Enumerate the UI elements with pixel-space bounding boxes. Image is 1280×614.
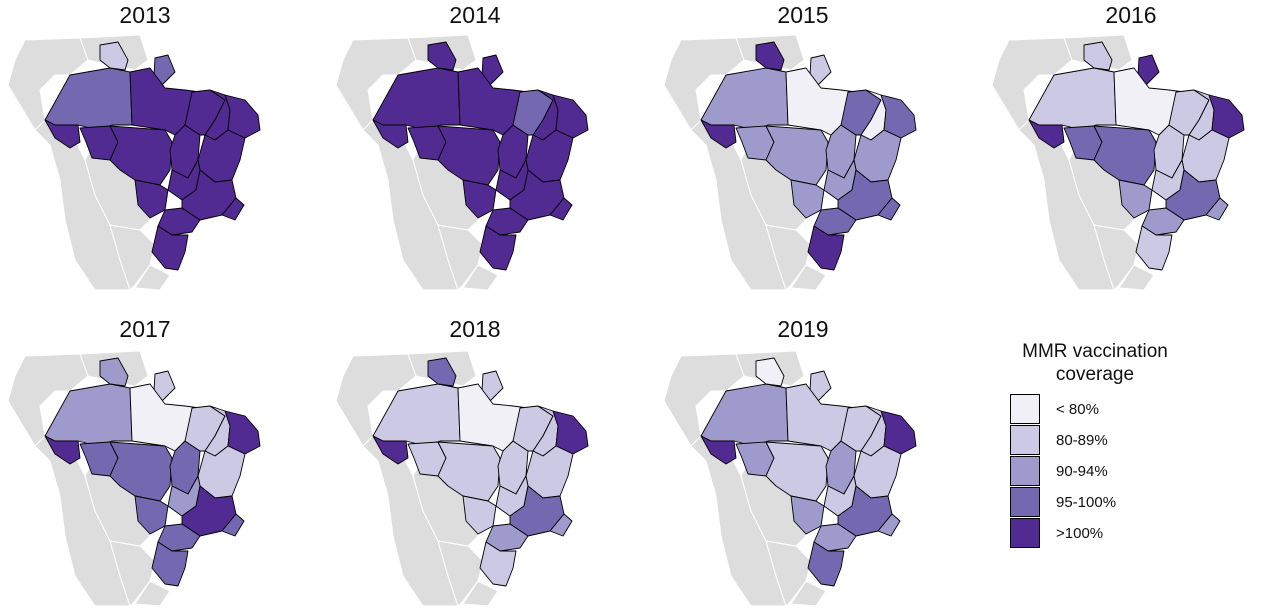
- state-region: [224, 410, 261, 455]
- neighbor-country: [437, 540, 484, 607]
- state-region: [877, 197, 901, 221]
- state-region: [1028, 119, 1065, 149]
- legend-label: >100%: [1056, 525, 1104, 542]
- neighbor-country: [134, 264, 171, 291]
- state-region: [1208, 94, 1245, 139]
- state-region: [44, 435, 81, 465]
- state-region: [479, 541, 517, 587]
- neighbor-country: [1118, 264, 1155, 291]
- state-region: [151, 225, 189, 271]
- state-region: [552, 94, 589, 139]
- neighbor-country: [765, 540, 812, 607]
- legend-label: 90-94%: [1056, 463, 1108, 480]
- state-region: [44, 383, 133, 447]
- map-title: 2013: [119, 2, 171, 28]
- state-region: [809, 370, 832, 402]
- map-title: 2016: [1105, 2, 1157, 28]
- state-region: [809, 54, 832, 86]
- state-region: [481, 370, 504, 402]
- state-region: [700, 119, 737, 149]
- state-region: [224, 94, 261, 139]
- state-region: [700, 435, 737, 465]
- neighbor-country: [790, 580, 827, 607]
- state-region: [700, 67, 789, 131]
- state-region: [549, 197, 573, 221]
- state-region: [372, 119, 409, 149]
- state-region: [372, 383, 461, 447]
- state-region: [755, 41, 785, 71]
- legend-swatch: [1010, 394, 1040, 424]
- state-region: [427, 41, 457, 71]
- state-region: [807, 541, 845, 587]
- state-region: [880, 410, 917, 455]
- state-region: [372, 435, 409, 465]
- neighbor-country: [462, 264, 499, 291]
- state-region: [552, 410, 589, 455]
- state-region: [807, 225, 845, 271]
- legend-label: < 80%: [1056, 401, 1099, 418]
- state-region: [99, 357, 129, 387]
- neighbor-country: [134, 580, 171, 607]
- brazil-map: [335, 350, 589, 607]
- state-region: [1028, 67, 1117, 131]
- state-region: [372, 67, 461, 131]
- legend-swatch: [1010, 456, 1040, 486]
- state-region: [153, 54, 176, 86]
- brazil-map: [663, 34, 917, 291]
- state-region: [153, 370, 176, 402]
- state-region: [427, 357, 457, 387]
- state-region: [1205, 197, 1229, 221]
- legend-title-line2: coverage: [1055, 364, 1135, 385]
- map-title: 2019: [777, 316, 829, 342]
- state-region: [44, 119, 81, 149]
- brazil-map: [663, 350, 917, 607]
- legend-title: MMR vaccination coverage: [990, 340, 1200, 386]
- neighbor-country: [765, 224, 812, 291]
- state-region: [479, 225, 517, 271]
- state-region: [481, 54, 504, 86]
- map-title: 2015: [777, 2, 829, 28]
- state-region: [700, 383, 789, 447]
- state-region: [1135, 225, 1173, 271]
- state-region: [151, 541, 189, 587]
- legend-label: 95-100%: [1056, 494, 1117, 511]
- state-region: [1137, 54, 1160, 86]
- legend-swatch: [1010, 487, 1040, 517]
- neighbor-country: [790, 264, 827, 291]
- neighbor-country: [462, 580, 499, 607]
- state-region: [1083, 41, 1113, 71]
- map-title: 2014: [449, 2, 501, 28]
- brazil-map: [7, 34, 261, 291]
- legend-swatch: [1010, 518, 1040, 548]
- legend-label: 80-89%: [1056, 432, 1108, 449]
- brazil-map: [991, 34, 1245, 291]
- legend-title-line1: MMR vaccination: [1022, 341, 1168, 362]
- neighbor-country: [437, 224, 484, 291]
- state-region: [221, 513, 245, 537]
- state-region: [755, 357, 785, 387]
- map-title: 2017: [119, 316, 171, 342]
- state-region: [549, 513, 573, 537]
- legend-swatch: [1010, 425, 1040, 455]
- legend: MMR vaccination coverage < 80% 80-89% 90…: [990, 340, 1200, 548]
- state-region: [880, 94, 917, 139]
- neighbor-country: [1093, 224, 1140, 291]
- state-region: [221, 197, 245, 221]
- brazil-map: [7, 350, 261, 607]
- map-title: 2018: [449, 316, 501, 342]
- state-region: [877, 513, 901, 537]
- brazil-map: [335, 34, 589, 291]
- state-region: [99, 41, 129, 71]
- state-region: [44, 67, 133, 131]
- neighbor-country: [109, 540, 156, 607]
- neighbor-country: [109, 224, 156, 291]
